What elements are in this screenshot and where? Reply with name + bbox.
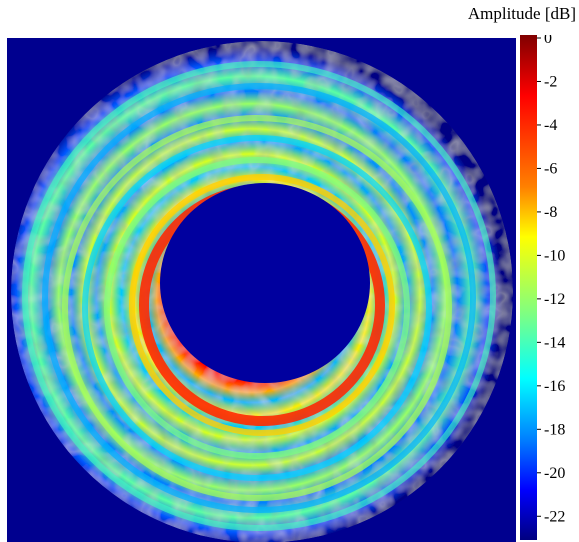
colorbar-tick-label: -14: [544, 334, 565, 351]
colorbar-tick-label: -22: [544, 508, 565, 525]
ring-2: [129, 174, 395, 436]
colorbar-tick-label: -2: [544, 73, 557, 90]
colorbar-tick-label: -16: [544, 378, 565, 395]
colorbar-label: Amplitude [dB]: [467, 4, 576, 23]
colorbar-ticks: 0 -2 -4 -6 -8 -10 -12 -14 -16 -18 -20 -22: [537, 35, 565, 525]
dark-center: [160, 183, 370, 383]
amplitude-heatmap: [7, 38, 516, 542]
colorbar: 0 -2 -4 -6 -8 -10 -12 -14 -16 -18 -20 -22: [520, 35, 565, 540]
colorbar-tick-label: -20: [544, 465, 565, 482]
ring-7: [22, 61, 496, 531]
colorbar-tick-label: -10: [544, 247, 565, 264]
colorbar-tick-label: -8: [544, 204, 557, 221]
ring-3: [104, 157, 410, 459]
colorbar-tick-label: -4: [544, 117, 557, 134]
colorbar-tick-label: -12: [544, 291, 565, 308]
ring-6: [42, 83, 476, 513]
colorbar-tick-label: -18: [544, 421, 565, 438]
ring-5: [62, 115, 452, 501]
colorbar-gradient: [520, 35, 537, 540]
colorbar-tick-label: 0: [544, 35, 552, 47]
ring-4: [82, 135, 432, 481]
colorbar-tick-label: -6: [544, 160, 557, 177]
